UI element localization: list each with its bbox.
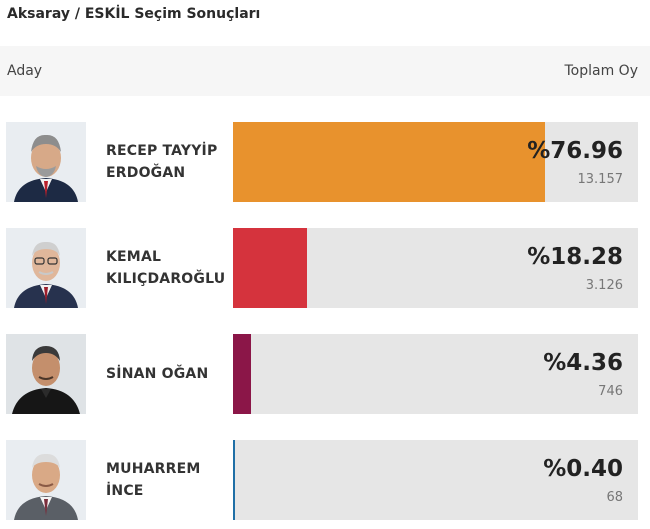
vote-count: 68 [606, 490, 623, 505]
candidate-row: KEMAL KILIÇDAROĞLU %18.28 3.126 [0, 228, 650, 308]
candidate-name: MUHARREM İNCE [106, 461, 201, 499]
candidate-photo [6, 440, 86, 520]
column-header-candidate: Aday [7, 63, 43, 79]
candidate-name: KEMAL KILIÇDAROĞLU [106, 249, 226, 287]
candidate-name: RECEP TAYYİP ERDOĞAN [106, 143, 218, 181]
vote-count: 3.126 [585, 278, 623, 293]
vote-bar: %0.40 68 [233, 440, 638, 520]
vote-percentage: %18.28 [527, 244, 623, 270]
candidate-photo [6, 122, 86, 202]
vote-count: 13.157 [577, 172, 624, 187]
candidate-row: MUHARREM İNCE %0.40 68 [0, 440, 650, 520]
vote-bar: %4.36 746 [233, 334, 638, 414]
vote-bar-fill [233, 334, 251, 414]
page-title: Aksaray / ESKİL Seçim Sonuçları [7, 6, 261, 22]
table-header: Aday Toplam Oy [0, 46, 650, 96]
vote-percentage: %4.36 [543, 350, 623, 376]
vote-count: 746 [598, 384, 623, 399]
vote-percentage: %76.96 [527, 138, 623, 164]
candidate-photo [6, 334, 86, 414]
vote-percentage: %0.40 [543, 456, 623, 482]
candidate-photo [6, 228, 86, 308]
vote-bar: %76.96 13.157 [233, 122, 638, 202]
column-header-total-votes: Toplam Oy [564, 63, 639, 79]
vote-bar-fill [233, 122, 545, 202]
candidate-row: SİNAN OĞAN %4.36 746 [0, 334, 650, 414]
candidate-name: SİNAN OĞAN [106, 366, 209, 382]
vote-bar-fill [233, 228, 307, 308]
candidate-row: RECEP TAYYİP ERDOĞAN %76.96 13.157 [0, 122, 650, 202]
vote-bar: %18.28 3.126 [233, 228, 638, 308]
vote-bar-fill [233, 440, 235, 520]
